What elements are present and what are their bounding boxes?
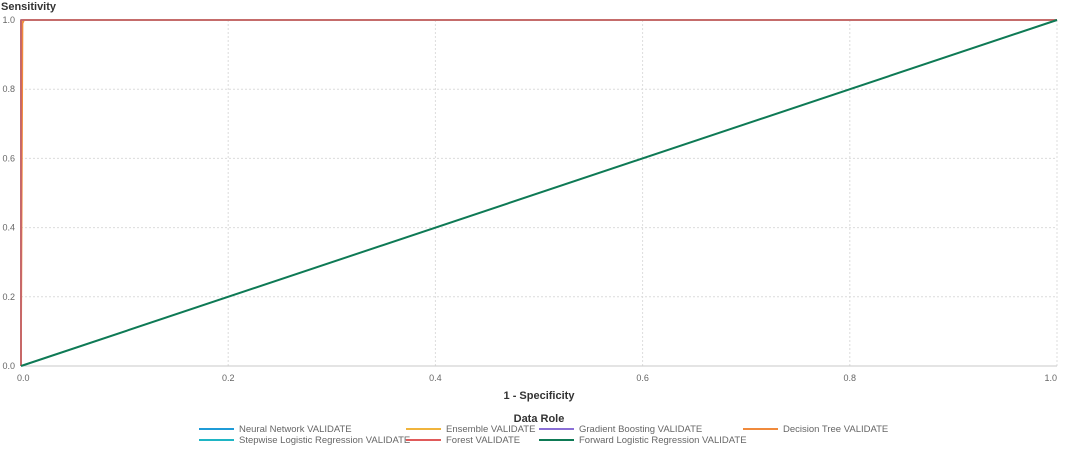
legend-label-neural-network-validate: Neural Network VALIDATE [239,424,352,435]
x-tick-label: 1.0 [1044,373,1057,383]
y-axis-title: Sensitivity [1,1,57,13]
legend: Neural Network VALIDATE Ensemble VALIDATE… [199,424,888,446]
legend-label-forest-validate: Forest VALIDATE [446,435,520,446]
legend-label-forward-logistic-regression-validate: Forward Logistic Regression VALIDATE [579,435,747,446]
x-tick-label: 0.8 [844,373,857,383]
y-tick-label: 0.8 [2,84,15,94]
y-tick-label: 0.6 [2,153,15,163]
tick-labels: 0.0 0.2 0.4 0.6 0.8 1.0 0.0 0.2 0.4 0.6 0.8 1.0 [2,15,1057,383]
x-axis-title: 1 - Specificity [504,390,576,402]
series-line-forest-validate [20,19,1057,366]
series-line-forward-logistic-regression-validate [20,19,1058,367]
legend-label-gradient-boosting-validate: Gradient Boosting VALIDATE [579,424,702,435]
legend-label-stepwise-logistic-regression-validate: Stepwise Logistic Regression VALIDATE [239,435,410,446]
legend-label-ensemble-validate: Ensemble VALIDATE [446,424,535,435]
x-tick-label: 0.6 [636,373,649,383]
y-tick-label: 0.2 [2,292,15,302]
y-tick-label: 1.0 [2,15,15,25]
x-tick-label: 0.0 [17,373,30,383]
legend-title: Data Role [514,413,565,425]
y-tick-label: 0.0 [2,361,15,371]
legend-label-decision-tree-validate: Decision Tree VALIDATE [783,424,888,435]
x-tick-label: 0.4 [429,373,442,383]
x-tick-label: 0.2 [222,373,235,383]
y-tick-label: 0.4 [2,223,15,233]
series-lines [20,19,1058,367]
